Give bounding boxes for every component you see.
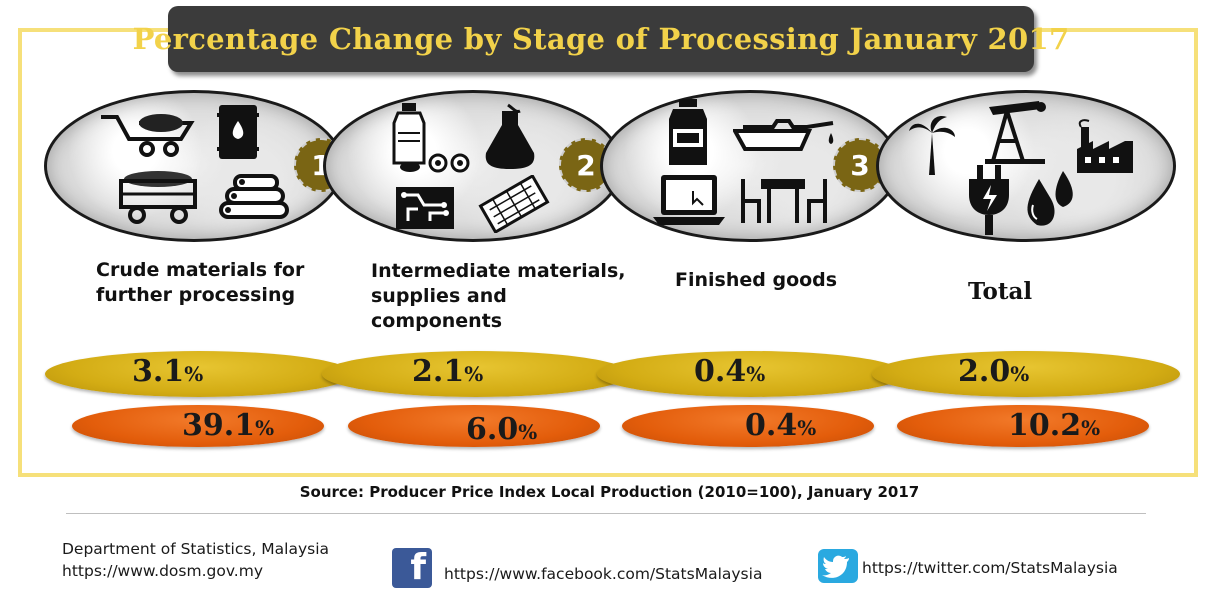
source-note: Source: Producer Price Index Local Produ…: [299, 483, 920, 501]
footer-facebook-link[interactable]: https://www.facebook.com/StatsMalaysia: [444, 565, 763, 583]
furniture-icon: [741, 179, 827, 223]
stage-3-year-on-year-oval: [622, 405, 874, 447]
oil-pump-icon: [985, 101, 1046, 164]
percent-sign: %: [464, 362, 484, 386]
oil-can-icon: [733, 119, 834, 151]
factory-icon: [1077, 119, 1133, 173]
divider: [66, 513, 1146, 514]
value-number: 2.0: [958, 354, 1011, 389]
footer-website-link[interactable]: https://www.dosm.gov.my: [62, 562, 264, 580]
total-label: Total: [968, 278, 1033, 305]
stage-1-month-on-month-oval: [45, 351, 353, 397]
value-number: 0.4: [694, 354, 747, 389]
value-number: 10.2: [1008, 408, 1082, 443]
stage-1-month-on-month-value: 3.1%: [132, 354, 203, 389]
percent-sign: %: [797, 416, 817, 440]
stage-2-year-on-year-oval: [348, 405, 600, 447]
percent-sign: %: [518, 420, 538, 444]
value-number: 2.1: [412, 354, 465, 389]
laptop-icon: [653, 175, 725, 225]
facebook-icon[interactable]: f: [392, 548, 432, 588]
stage-2-label: Intermediate materials, supplies and com…: [371, 260, 626, 332]
stage-2-oval: 2: [323, 90, 623, 242]
stage-3-label: Finished goods: [675, 269, 838, 291]
value-number: 0.4: [745, 408, 798, 443]
page-title: Percentage Change by Stage of Processing…: [132, 22, 1070, 56]
total-month-on-month-oval: [872, 351, 1180, 397]
stage-2-month-on-month-oval: [322, 351, 630, 397]
printed-circuit-icon: [478, 175, 550, 233]
twitter-icon[interactable]: [818, 549, 858, 583]
total-month-on-month-value: 2.0%: [958, 354, 1029, 389]
stage-1-label: Crude materials for further processing: [96, 259, 305, 306]
circuit-board-icon: [396, 187, 454, 229]
stage-2-month-on-month-value: 2.1%: [412, 354, 483, 389]
stage-3-year-on-year-value: 0.4%: [745, 408, 816, 443]
value-number: 6.0: [466, 412, 519, 447]
total-year-on-year-value: 10.2%: [1008, 408, 1100, 443]
percent-sign: %: [1010, 362, 1030, 386]
oil-barrel-icon: [217, 105, 259, 159]
bottle-icon: [392, 103, 470, 173]
footer-org: Department of Statistics, Malaysia: [62, 540, 330, 558]
value-number: 39.1: [182, 408, 256, 443]
percent-sign: %: [255, 416, 275, 440]
stage-3-month-on-month-value: 0.4%: [694, 354, 765, 389]
stage-3-oval: 3: [600, 90, 900, 242]
stage-3-month-on-month-oval: [597, 351, 905, 397]
percent-sign: %: [184, 362, 204, 386]
value-number: 3.1: [132, 354, 185, 389]
twitter-bird-icon: [822, 555, 849, 578]
power-plug-icon: [969, 165, 1009, 235]
footer-twitter-link[interactable]: https://twitter.com/StatsMalaysia: [862, 559, 1118, 577]
percent-sign: %: [1081, 416, 1101, 440]
percent-sign: %: [746, 362, 766, 386]
oil-drops-icon: [1027, 171, 1073, 226]
palm-tree-icon: [909, 115, 955, 175]
wheelbarrow-icon: [101, 114, 195, 157]
stage-total-oval: [876, 90, 1176, 242]
flask-icon: [485, 103, 535, 169]
ore-cart-icon: [119, 171, 197, 224]
stage-1-year-on-year-value: 39.1%: [182, 408, 274, 443]
stage-1-oval: 1: [44, 90, 348, 242]
stage-1-year-on-year-oval: [72, 405, 324, 447]
stage-2-year-on-year-value: 6.0%: [466, 412, 537, 447]
total-year-on-year-oval: [897, 405, 1149, 447]
oil-bottle-icon: [669, 99, 707, 165]
title-banner: Percentage Change by Stage of Processing…: [133, 6, 1069, 72]
logs-icon: [219, 174, 289, 219]
